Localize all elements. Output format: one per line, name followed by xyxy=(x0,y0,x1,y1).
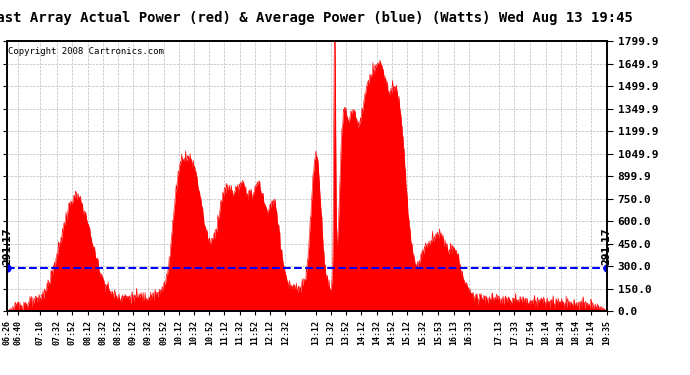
Text: 291.17: 291.17 xyxy=(602,228,611,266)
Text: East Array Actual Power (red) & Average Power (blue) (Watts) Wed Aug 13 19:45: East Array Actual Power (red) & Average … xyxy=(0,11,633,25)
Text: 291.17: 291.17 xyxy=(3,228,12,266)
Text: Copyright 2008 Cartronics.com: Copyright 2008 Cartronics.com xyxy=(8,46,164,56)
